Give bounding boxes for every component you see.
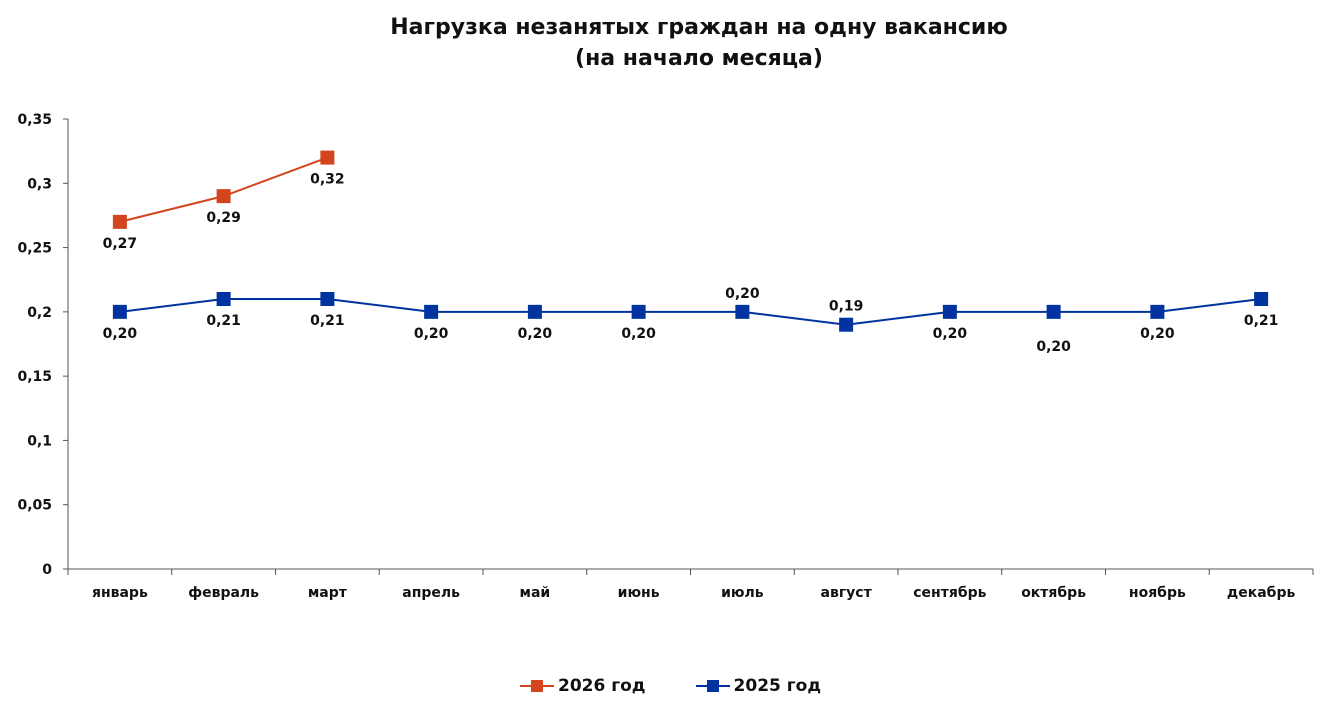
data-label: 0,20 xyxy=(1140,326,1175,342)
legend-item-2025: 2025 год xyxy=(695,676,822,696)
data-label: 0,21 xyxy=(310,313,345,329)
x-tick-label: апрель xyxy=(402,585,460,601)
data-label: 0,20 xyxy=(621,326,656,342)
x-tick-label: сентябрь xyxy=(913,585,986,601)
series-line-1 xyxy=(119,298,1262,326)
data-point-marker xyxy=(424,304,439,319)
data-point-marker xyxy=(527,304,542,319)
data-label: 0,20 xyxy=(1036,339,1071,355)
y-tick-label: 0,3 xyxy=(27,176,52,192)
x-tick-label: июль xyxy=(721,585,764,601)
data-point-marker xyxy=(1046,304,1061,319)
x-tick-label: март xyxy=(308,585,348,601)
chart-subtitle: (на начало месяца) xyxy=(575,46,823,71)
data-point-marker xyxy=(216,189,231,204)
legend-label-2025: 2025 год xyxy=(733,676,822,696)
data-point-marker xyxy=(1254,292,1269,306)
data-point-marker xyxy=(631,304,646,319)
y-tick-label: 0,05 xyxy=(17,498,52,514)
data-label: 0,27 xyxy=(103,236,138,252)
x-tick-label: август xyxy=(821,585,873,601)
chart-title: Нагрузка незанятых граждан на одну вакан… xyxy=(0,12,1329,74)
x-tick-label: июнь xyxy=(618,585,660,601)
data-label: 0,21 xyxy=(1244,313,1279,329)
x-tick-label: ноябрь xyxy=(1129,585,1186,601)
data-point-marker xyxy=(1150,304,1165,319)
x-tick-label: декабрь xyxy=(1227,585,1296,601)
y-tick-label: 0,1 xyxy=(27,433,52,449)
y-tick-label: 0,35 xyxy=(17,112,52,128)
data-point-marker xyxy=(735,304,750,319)
data-label: 0,20 xyxy=(933,326,968,342)
y-tick-label: 0,2 xyxy=(27,305,52,321)
legend: 2026 год 2025 год xyxy=(520,676,821,696)
y-tick-label: 0,25 xyxy=(17,241,52,257)
x-tick-label: май xyxy=(520,585,551,601)
legend-label-2026: 2026 год xyxy=(558,676,646,696)
data-label: 0,20 xyxy=(103,326,138,342)
legend-marker-2026 xyxy=(520,676,554,696)
data-point-marker xyxy=(942,304,957,319)
y-tick-label: 0,15 xyxy=(17,369,52,385)
data-point-marker xyxy=(839,317,854,332)
data-label: 0,20 xyxy=(414,326,449,342)
data-point-marker xyxy=(216,292,231,306)
data-label: 0,21 xyxy=(206,313,241,329)
data-label: 0,29 xyxy=(206,210,241,226)
legend-item-2026: 2026 год xyxy=(520,676,646,696)
data-point-marker xyxy=(320,292,335,306)
data-point-marker xyxy=(112,304,127,319)
data-label: 0,19 xyxy=(829,299,864,315)
x-tick-label: февраль xyxy=(188,585,259,601)
data-label: 0,20 xyxy=(518,326,553,342)
data-label: 0,32 xyxy=(310,172,345,188)
legend-marker-2025 xyxy=(695,676,730,696)
y-tick-label: 0 xyxy=(42,562,52,578)
x-tick-label: октябрь xyxy=(1021,585,1086,601)
data-point-marker xyxy=(112,214,127,229)
chart-title-main: Нагрузка незанятых граждан на одну вакан… xyxy=(390,15,1008,40)
data-point-marker xyxy=(320,150,335,165)
data-label: 0,20 xyxy=(725,286,760,302)
x-tick-label: январь xyxy=(92,585,148,601)
